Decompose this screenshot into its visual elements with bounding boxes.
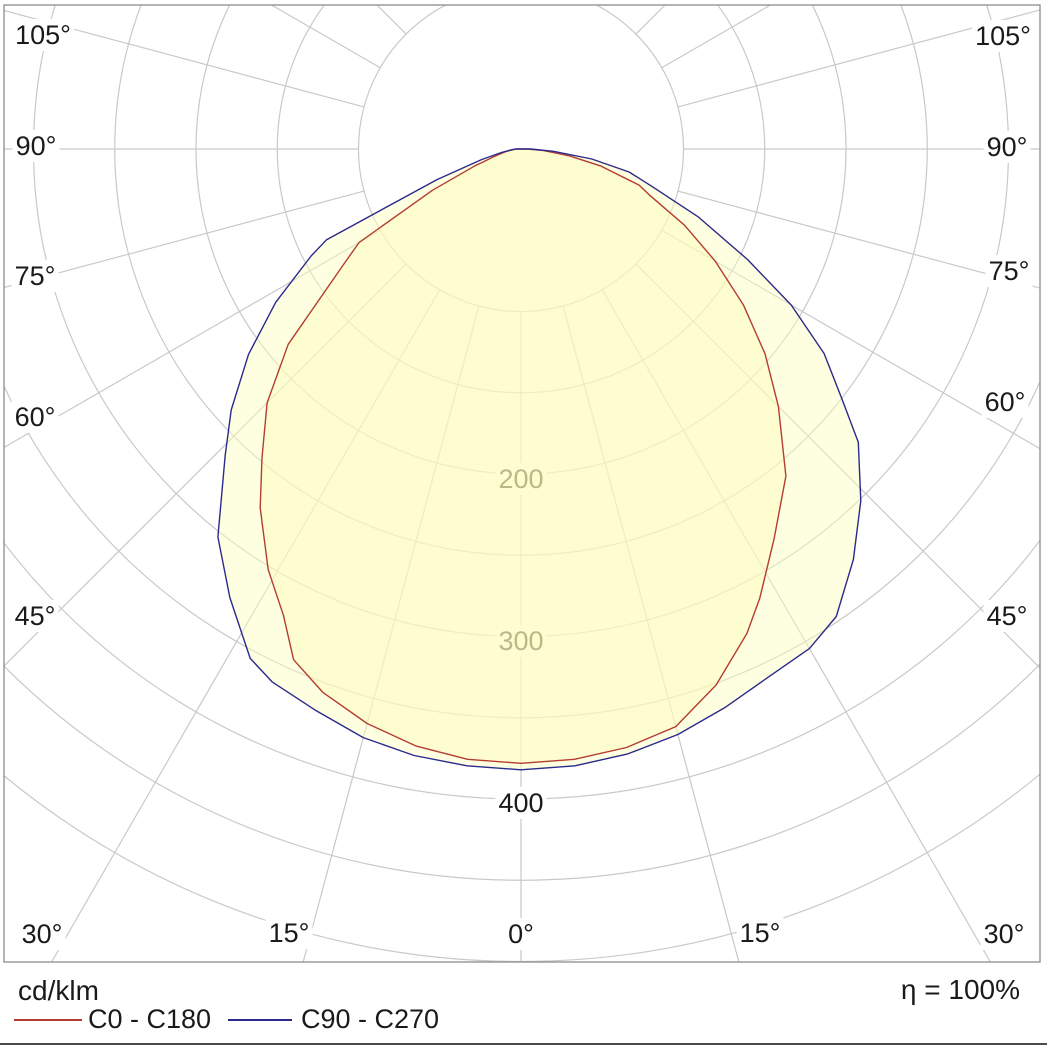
efficiency-label: η = 100% <box>900 974 1020 1005</box>
ring-value-label-200: 200 <box>498 464 543 494</box>
angle-label-5-30deg: 30° <box>22 919 63 949</box>
curve-C0-C180 <box>259 148 787 764</box>
angle-label-12-15deg: 15° <box>269 918 310 948</box>
grid-radial-45deg <box>635 263 1040 669</box>
grid-radial--15deg <box>302 305 480 962</box>
curve-fills <box>217 149 861 770</box>
angle-label-13-0deg: 0° <box>508 919 534 949</box>
ring-value-label-200-bg <box>495 463 547 495</box>
polar-photometric-chart: 200 300 400 105° 90° 75° 60° 45° 30° 105° 90° 75° 60… <box>3 4 1041 963</box>
angle-label-4-45deg: 45° <box>15 601 56 631</box>
curve-outlines <box>217 148 862 771</box>
legend-label-c0-c180: C0 - C180 <box>88 1004 212 1034</box>
angle-label-9-60deg: 60° <box>985 387 1026 417</box>
curve-fill-C90-C270 <box>217 149 861 770</box>
grid-radial-60deg <box>661 229 1040 450</box>
angle-label-0-105deg-bg <box>12 19 74 51</box>
grid-radial-105deg <box>677 9 1040 108</box>
angle-label-8-75deg: 75° <box>989 256 1030 286</box>
angle-label-3-60deg-bg <box>11 401 59 433</box>
grid-radial--30deg <box>50 289 441 962</box>
curve-fill-C0-C180 <box>260 149 786 764</box>
angle-label-14-15deg-bg <box>736 917 784 949</box>
angle-label-1-90deg: 90° <box>16 131 57 161</box>
legend-line-c90-c270 <box>228 1019 292 1021</box>
angle-label-11-30deg: 30° <box>984 919 1025 949</box>
angle-label-4-45deg-bg <box>11 600 59 632</box>
grid-radial-15deg <box>562 305 740 962</box>
angle-label-9-60deg-bg <box>981 386 1029 418</box>
ring-value-label-300-bg <box>495 625 547 657</box>
angle-label-5-30deg-bg <box>18 918 66 950</box>
angle-label-6-105deg: 105° <box>975 21 1031 51</box>
ring-value-label-300: 300 <box>498 626 543 656</box>
angle-label-8-75deg-bg <box>985 255 1033 287</box>
angle-label-0-105deg: 105° <box>15 20 71 50</box>
bottom-divider <box>0 1043 1047 1045</box>
grid-radial-75deg <box>677 190 1040 289</box>
grid-radial-30deg <box>601 289 992 962</box>
angle-label-7-90deg: 90° <box>987 132 1028 162</box>
unit-label: cd/klm <box>18 975 99 1006</box>
angle-label-12-15deg-bg <box>265 917 313 949</box>
plot-frame <box>3 4 1041 963</box>
grid-radial--45deg <box>4 263 407 667</box>
curve-C90-C270 <box>217 148 862 771</box>
axis-labels: 200 300 400 105° 90° 75° 60° 45° 30° 105° 90° 75° 60… <box>11 19 1034 950</box>
legend: C0 - C180 C90 - C270 <box>0 1004 1047 1036</box>
legend-label-c90-c270: C90 - C270 <box>301 1004 440 1034</box>
legend-line-c0-c180 <box>14 1019 82 1021</box>
angle-label-2-75deg-bg <box>11 260 59 292</box>
ring-value-label-400: 400 <box>498 788 543 818</box>
angle-label-10-45deg-bg <box>983 600 1031 632</box>
grid-radial--105deg <box>4 9 365 108</box>
angle-label-7-90deg-bg <box>983 131 1031 163</box>
angle-label-14-15deg: 15° <box>740 918 781 948</box>
grid-radial--75deg <box>4 190 365 289</box>
angle-label-10-45deg: 45° <box>987 601 1028 631</box>
angle-label-1-90deg-bg <box>12 130 60 162</box>
angle-label-13-0deg-bg <box>505 918 537 950</box>
ring-value-label-400-bg <box>495 787 547 819</box>
angle-label-3-60deg: 60° <box>15 402 56 432</box>
angle-label-11-30deg-bg <box>980 918 1028 950</box>
angle-label-6-105deg-bg <box>972 20 1034 52</box>
angle-label-2-75deg: 75° <box>15 261 56 291</box>
grid-radial--60deg <box>4 229 381 449</box>
